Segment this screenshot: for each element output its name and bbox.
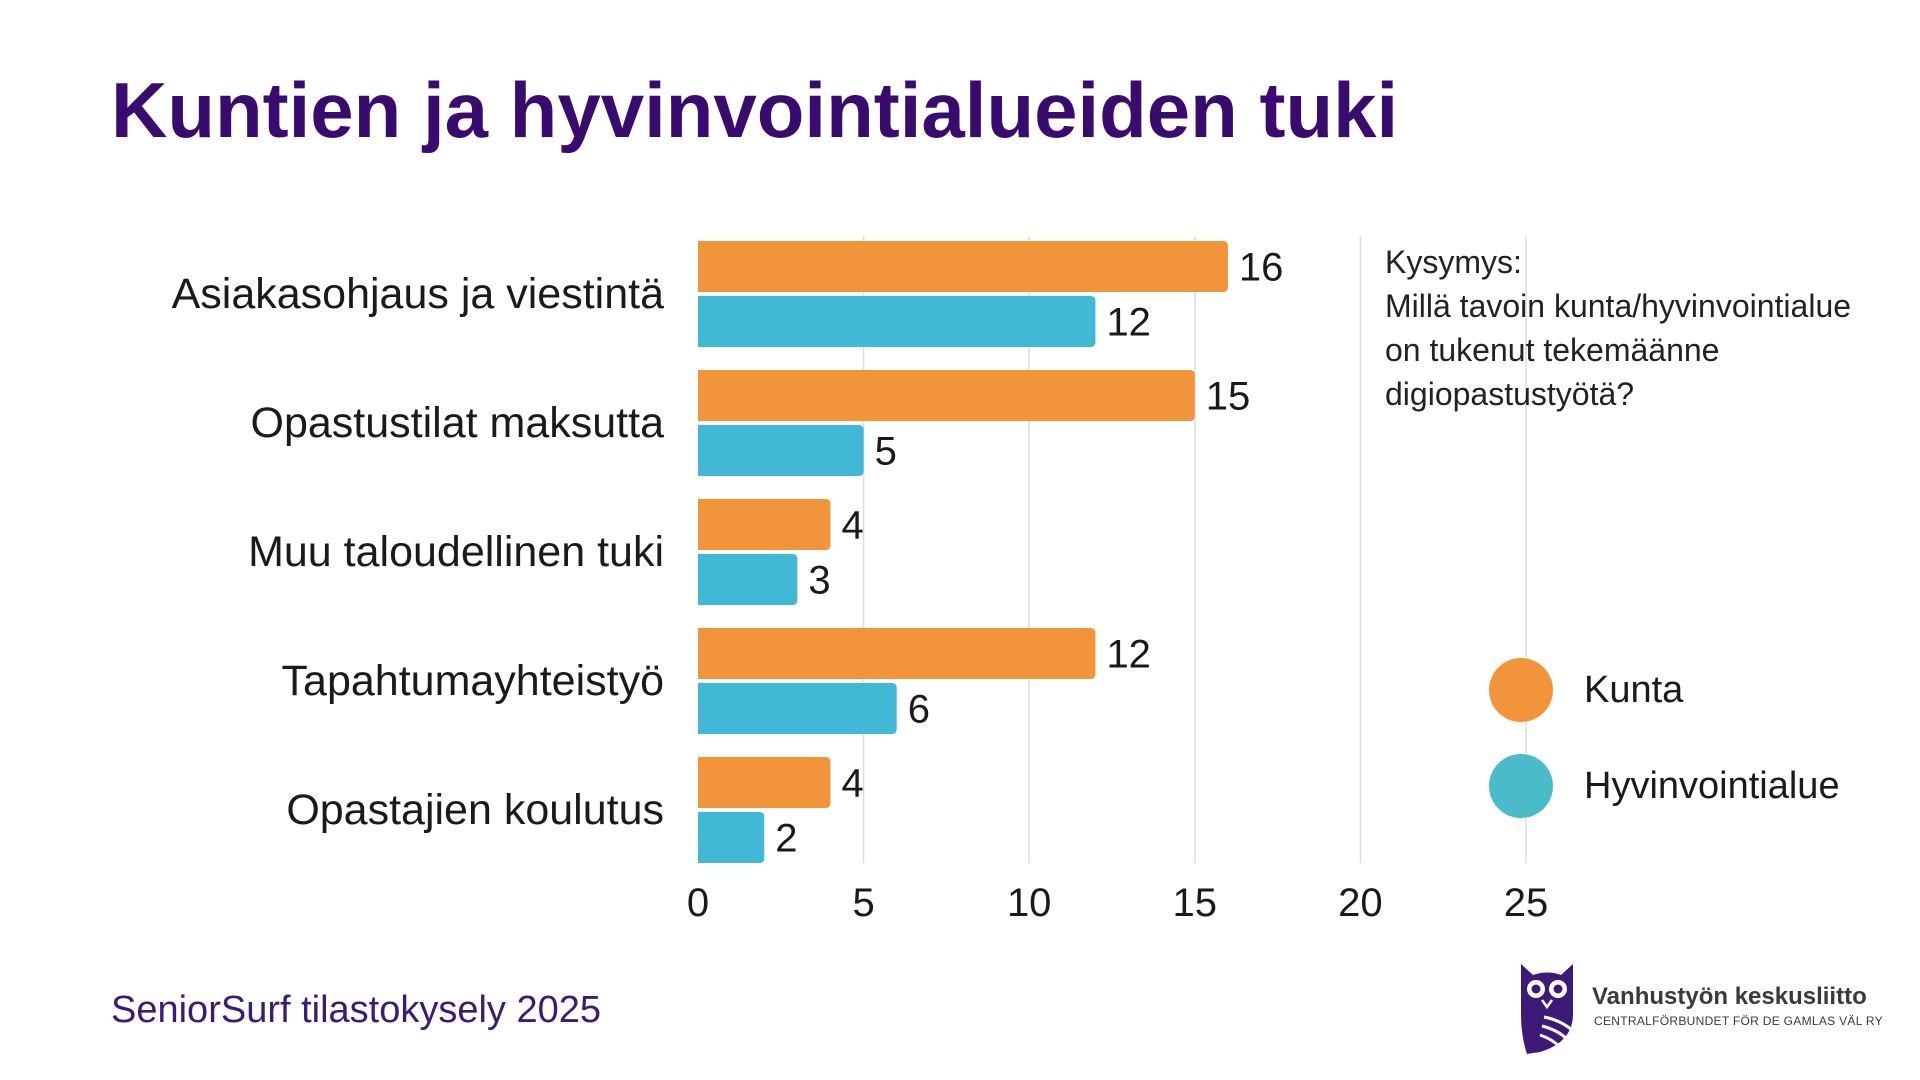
bar-kunta	[698, 757, 831, 808]
x-axis-ticks: 0 5 10 15 20 25	[687, 881, 1548, 925]
x-tick-label: 0	[687, 881, 709, 925]
value-label: 5	[875, 430, 897, 474]
legend-swatch	[1489, 754, 1553, 818]
value-label: 12	[1106, 301, 1151, 345]
x-tick-label: 5	[852, 881, 874, 925]
logo-subtitle: CENTRALFÖRBUNDET FÖR DE GAMLAS VÄL RY	[1594, 1014, 1883, 1028]
bar-hyvinvointialue	[698, 683, 897, 734]
legend-label: Kunta	[1584, 668, 1684, 711]
value-label: 15	[1206, 375, 1251, 419]
bar-hyvinvointialue	[698, 812, 765, 863]
value-label: 12	[1106, 633, 1151, 677]
question-line: on tukenut tekemäänne	[1385, 332, 1720, 368]
x-tick-label: 25	[1504, 881, 1549, 925]
bars	[698, 241, 1228, 863]
bar-kunta	[698, 499, 831, 550]
category-label: Asiakasohjaus ja viestintä	[172, 270, 664, 318]
value-label: 6	[908, 688, 930, 732]
legend-swatch	[1489, 658, 1553, 722]
category-label: Opastajien koulutus	[286, 786, 664, 834]
legend-label: Hyvinvointialue	[1584, 764, 1840, 807]
owl-icon	[1521, 964, 1573, 1054]
question-line: digiopastustyötä?	[1385, 376, 1635, 412]
value-label: 3	[808, 559, 830, 603]
logo-name: Vanhustyön keskusliitto	[1592, 983, 1867, 1010]
bar-kunta	[698, 628, 1096, 679]
page-title: Kuntien ja hyvinvointialueiden tuki	[111, 66, 1399, 154]
bar-hyvinvointialue	[698, 296, 1096, 347]
x-tick-label: 20	[1338, 881, 1383, 925]
value-label: 4	[841, 504, 863, 548]
bar-kunta	[698, 241, 1228, 292]
question-line: Millä tavoin kunta/hyvinvointialue	[1385, 288, 1852, 324]
value-label: 2	[775, 817, 797, 861]
category-labels: Asiakasohjaus ja viestintä Opastustilat m…	[172, 270, 664, 834]
value-label: 4	[841, 762, 863, 806]
bar-hyvinvointialue	[698, 425, 864, 476]
category-label: Tapahtumayhteistyö	[282, 657, 664, 705]
category-label: Muu taloudellinen tuki	[248, 528, 664, 576]
question-box: Kysymys: Millä tavoin kunta/hyvinvointia…	[1385, 240, 1851, 416]
legend-item-kunta: Kunta	[1489, 658, 1683, 722]
category-label: Opastustilat maksutta	[251, 399, 665, 447]
bar-hyvinvointialue	[698, 554, 798, 605]
bar-kunta	[698, 370, 1195, 421]
value-label: 16	[1239, 246, 1284, 290]
legend-item-hyvinvointialue: Hyvinvointialue	[1489, 754, 1840, 818]
x-tick-label: 15	[1173, 881, 1218, 925]
organization-logo: Vanhustyön keskusliitto CENTRALFÖRBUNDET…	[1518, 962, 1898, 1056]
footer-source: SeniorSurf tilastokysely 2025	[111, 989, 602, 1031]
x-tick-label: 10	[1007, 881, 1052, 925]
question-line: Kysymys:	[1385, 244, 1522, 280]
